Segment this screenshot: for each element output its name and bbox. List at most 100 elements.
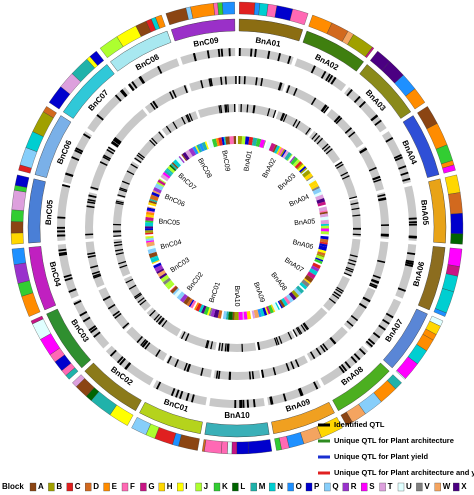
chromosome-label: BnA05 <box>419 199 430 226</box>
block-segment <box>435 288 454 314</box>
qtl-tick <box>157 317 164 325</box>
qtl-tick <box>115 252 124 256</box>
inner-block <box>145 228 154 231</box>
qtl-tick <box>319 344 326 353</box>
qtl-tick <box>114 243 123 247</box>
inner-block <box>213 309 220 318</box>
qtl-tick <box>180 331 186 340</box>
block-segment <box>190 3 215 19</box>
inner-block <box>165 168 173 175</box>
qtl-tick <box>88 194 97 199</box>
qtl-tick <box>114 312 122 319</box>
qtl-tick <box>293 87 298 96</box>
qtl-tick <box>358 348 366 355</box>
qtl-tick <box>87 254 96 258</box>
track <box>395 243 417 299</box>
qtl-tick <box>400 171 409 176</box>
track <box>127 58 180 92</box>
block-swatch <box>324 482 331 492</box>
qtl-tick <box>149 309 156 317</box>
inner-block <box>320 228 329 232</box>
inner-block <box>183 296 191 305</box>
inner-block <box>162 171 171 179</box>
inner-block <box>154 183 164 191</box>
inner-block <box>210 139 215 148</box>
block-segment <box>450 213 464 235</box>
qtl-tick <box>353 95 361 104</box>
qtl-tick <box>344 361 351 369</box>
block-swatch <box>177 482 184 492</box>
block-segment <box>217 2 224 15</box>
qtl-tick <box>282 114 288 122</box>
track <box>217 342 257 352</box>
inner-block <box>276 146 282 155</box>
block-label: D <box>93 482 99 491</box>
qtl-tick <box>267 50 271 59</box>
chromosome <box>204 422 270 438</box>
inner-block <box>195 145 200 154</box>
inner-block <box>320 231 329 235</box>
qtl-tick <box>320 104 327 112</box>
inner-block <box>319 243 328 247</box>
block-segment <box>274 5 293 21</box>
block-swatch <box>121 482 129 492</box>
chromosome <box>110 30 172 72</box>
qtl-tick <box>65 172 74 177</box>
qtl-tick <box>321 104 328 113</box>
inner-block <box>262 307 268 316</box>
inner-block <box>148 202 157 207</box>
inner-block <box>145 220 154 223</box>
inner-chromosome-label: BnC08 <box>196 157 212 179</box>
inner-block <box>194 302 200 311</box>
inner-block <box>310 265 320 272</box>
block-label: H <box>167 482 173 491</box>
inner-block <box>315 194 324 201</box>
inner-block <box>175 156 184 166</box>
qtl-tick <box>142 340 149 348</box>
chromosome <box>332 362 390 412</box>
qtl-tick <box>137 297 145 304</box>
qtl-tick <box>205 340 209 349</box>
qtl-tick <box>125 278 134 284</box>
chromosome-label: BnC09 <box>193 36 220 49</box>
inner-block <box>149 194 159 202</box>
block-swatch <box>287 482 294 492</box>
qtl-tick <box>133 292 142 298</box>
inner-block <box>297 164 305 172</box>
chromosome <box>359 64 412 119</box>
qtl-tick <box>103 154 111 160</box>
inner-block <box>243 311 248 320</box>
qtl-tick <box>402 177 411 182</box>
inner-block <box>153 262 162 269</box>
inner-block <box>208 139 213 149</box>
inner-block <box>312 187 322 195</box>
qtl-tick <box>325 73 331 82</box>
block-swatch <box>434 482 441 492</box>
qtl-tick <box>107 303 116 310</box>
inner-block <box>145 216 154 222</box>
inner-block <box>315 257 324 262</box>
track <box>213 370 261 381</box>
inner-block <box>169 285 177 292</box>
block-label: X <box>461 482 467 491</box>
inner-block <box>320 233 329 235</box>
qtl-tick <box>408 217 417 220</box>
qtl-tick <box>349 254 358 258</box>
qtl-tick <box>385 136 394 143</box>
qtl-tick <box>309 351 316 360</box>
inner-block <box>278 299 286 308</box>
qtl-tick <box>138 76 145 85</box>
qtl-tick <box>112 138 121 145</box>
block-swatch <box>66 482 73 492</box>
block-label: J <box>204 482 208 491</box>
qtl-tick <box>87 252 96 256</box>
qtl-tick <box>348 258 357 263</box>
qtl-tick <box>393 154 402 159</box>
inner-block <box>320 216 329 221</box>
track <box>110 109 148 148</box>
qtl-tick <box>64 277 73 282</box>
chromosome <box>383 308 428 369</box>
qtl-tick <box>334 161 343 167</box>
qtl-tick <box>113 138 121 145</box>
block-segment <box>11 247 27 265</box>
